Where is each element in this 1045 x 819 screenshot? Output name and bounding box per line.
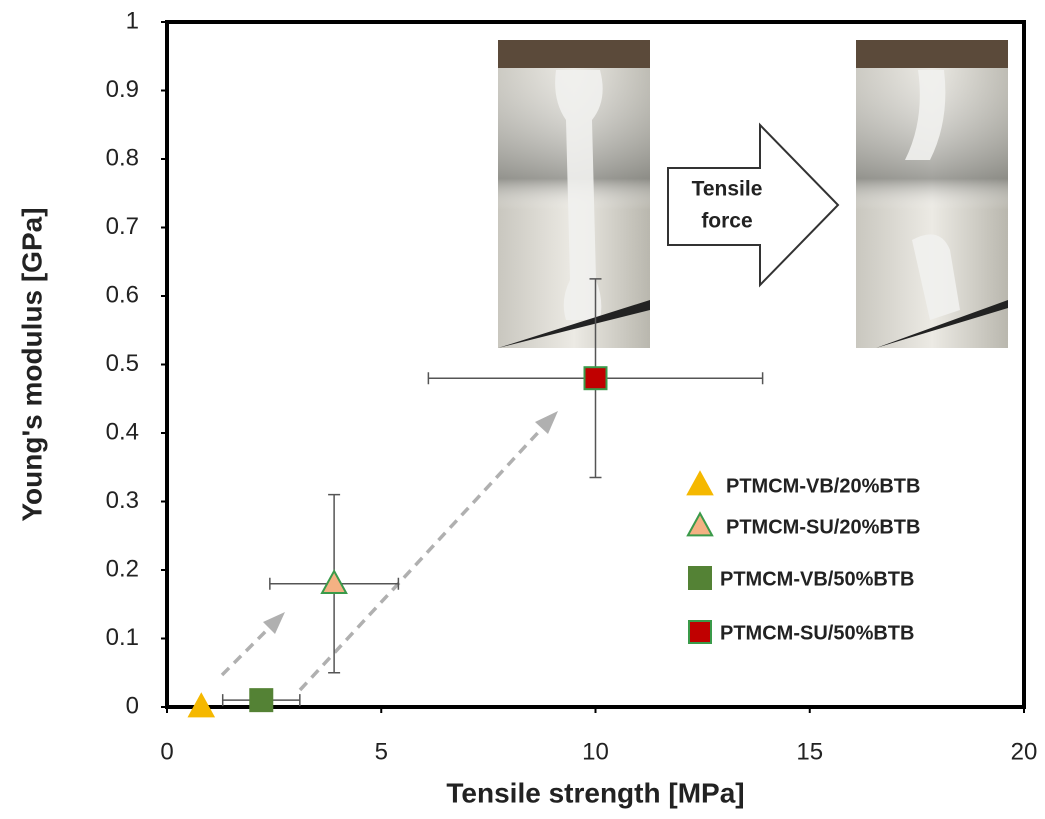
trend-arrows <box>220 423 547 692</box>
legend-marker <box>686 470 714 496</box>
point <box>249 688 274 713</box>
point <box>320 568 348 595</box>
x-tick-label: 15 <box>796 738 823 765</box>
legend-marker <box>688 566 712 590</box>
annotation: Tensile <box>692 178 763 201</box>
legend-label: PTMCM-SU/20%BTB <box>726 516 920 538</box>
y-tick-label: 0.1 <box>106 624 139 651</box>
y-tick-label: 0 <box>126 692 139 719</box>
tensile-arrow <box>667 122 840 288</box>
annotation: force <box>701 210 752 233</box>
x-axis-label: Tensile strength [MPa] <box>446 777 744 808</box>
y-tick-label: 0.4 <box>106 418 139 445</box>
x-tick-label: 5 <box>375 738 388 765</box>
y-tick-label: 0.2 <box>106 555 139 582</box>
y-axis-label: Young's modulus [GPa] <box>16 207 47 521</box>
x-tick-label: 10 <box>582 738 609 765</box>
legend-label: PTMCM-SU/50%BTB <box>720 622 914 644</box>
legend-label: PTMCM-VB/20%BTB <box>726 475 920 497</box>
y-tick-label: 0.5 <box>106 350 139 377</box>
x-tick-label: 0 <box>160 738 173 765</box>
photo-after <box>856 40 1008 348</box>
legend-marker <box>686 511 714 537</box>
y-tick-label: 1 <box>126 7 139 34</box>
point <box>583 366 608 391</box>
y-tick-label: 0.6 <box>106 281 139 308</box>
y-tick-label: 0.3 <box>106 487 139 514</box>
legend-marker <box>688 620 712 644</box>
trend-arrowheads <box>263 411 558 634</box>
photo-before <box>498 40 650 348</box>
y-tick-label: 0.7 <box>106 213 139 240</box>
point <box>187 692 216 718</box>
y-tick-label: 0.8 <box>106 144 139 171</box>
legend-label: PTMCM-VB/50%BTB <box>720 568 914 590</box>
x-tick-label: 20 <box>1011 738 1038 765</box>
y-tick-label: 0.9 <box>106 76 139 103</box>
